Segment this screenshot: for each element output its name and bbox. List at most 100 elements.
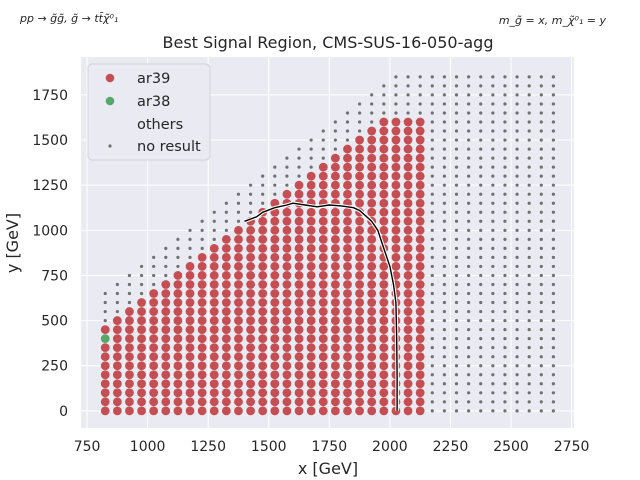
no-result-point [285,183,289,187]
ar39-point [367,388,377,398]
ar39-point [355,361,364,371]
no-result-point [442,75,446,79]
ar39-point [282,379,292,389]
no-result-point [333,129,337,133]
ar39-point [234,307,243,316]
no-result-point [503,237,507,241]
no-result-point [454,210,459,214]
no-result-point [236,201,241,205]
ar39-point [209,280,219,289]
no-result-point [467,300,471,305]
no-result-point [503,219,507,223]
ar39-point [234,370,243,380]
ar39-point [306,234,316,244]
ar39-point [379,379,389,389]
ar39-point [294,343,304,353]
no-result-point [527,120,531,124]
ar39-point [403,207,413,217]
ar39-point [318,316,328,325]
no-result-point [491,120,495,124]
no-result-point [418,75,422,79]
no-result-point [430,309,434,314]
ar39-point [197,388,207,398]
ar39-point [197,352,207,362]
ar39-point [415,262,425,271]
ar39-point [294,234,304,244]
ar39-point [173,280,183,289]
ar39-point [258,334,268,344]
no-result-point [418,84,422,88]
ar39-point [415,117,425,127]
no-result-point [503,75,507,79]
no-result-point [454,346,459,350]
ar39-point [415,198,425,208]
no-result-point [503,337,507,341]
no-result-point [515,382,519,386]
ar39-point [355,225,364,235]
no-result-point [503,255,507,259]
no-result-point [394,75,398,79]
no-result-point [139,282,144,287]
x-tick-label: 2750 [554,439,590,455]
ar39-point [282,243,292,253]
ar39-point [209,316,219,325]
ar39-point [355,289,364,298]
ar39-point [379,126,389,136]
no-result-point [515,409,519,413]
no-result-point [479,255,483,259]
ar39-point [173,271,183,280]
ar39-point [149,343,159,353]
no-result-point [479,364,483,368]
ar39-point [258,252,268,262]
ar39-point [415,162,425,172]
ar39-point [306,379,316,389]
no-result-point [491,138,495,142]
ar39-point [318,289,328,298]
no-result-point [454,111,459,115]
ar39-point [306,343,316,353]
no-result-point [442,400,446,404]
ar39-point [415,379,425,389]
legend-marker-ar39 [105,73,115,83]
ar39-point [294,289,304,298]
ar39-point [355,325,364,335]
ar39-point [318,252,328,262]
no-result-point [321,147,325,151]
ar39-point [270,334,280,344]
ar39-point [330,153,340,163]
ar39-point [221,361,231,371]
no-result-point [515,84,519,88]
ar39-point [221,406,231,416]
ar39-point [161,397,171,407]
no-result-point [479,409,483,413]
no-result-point [200,228,204,232]
ar39-point [355,162,364,172]
no-result-point [309,165,313,169]
ar39-point [306,225,316,235]
ar39-point [294,388,304,398]
no-result-point [309,138,313,142]
ar39-point [270,271,280,280]
no-result-point [127,282,132,287]
ar39-point [330,316,340,325]
ar39-point [330,343,340,353]
ar39-point [234,334,243,344]
no-result-point [527,129,531,133]
ar39-point [221,234,231,244]
ar39-point [173,379,183,389]
ar39-point [343,298,352,307]
no-result-point [442,183,446,187]
ar39-point [294,252,304,262]
chart-title: Best Signal Region, CMS-SUS-16-050-agg [163,33,494,52]
ar39-point [185,280,195,289]
ar39-point [246,271,255,280]
no-result-point [454,156,459,160]
no-result-point [212,237,216,241]
no-result-point [515,147,519,151]
no-result-point [467,291,471,296]
no-result-point [164,273,168,278]
no-result-point [467,391,471,395]
ar39-point [149,397,159,407]
ar39-point [270,243,280,253]
no-result-point [176,246,180,250]
